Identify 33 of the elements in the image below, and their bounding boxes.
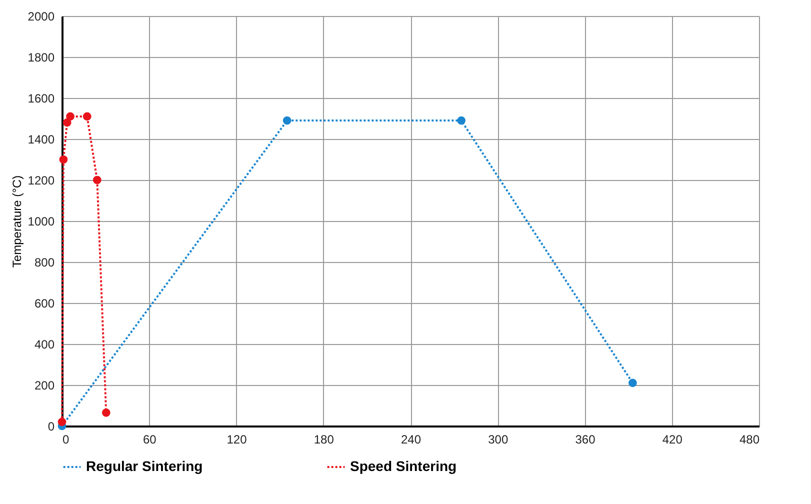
x-tick-label: 60 xyxy=(142,432,157,446)
point xyxy=(58,418,66,426)
y-tick-label: 0 xyxy=(48,420,55,434)
y-tick-label: 600 xyxy=(34,296,55,310)
point xyxy=(102,408,110,417)
x-tick-label: 300 xyxy=(488,432,508,446)
y-tick-label: 800 xyxy=(34,256,55,270)
y-tick-label: 1400 xyxy=(28,132,55,146)
y-tick-label: 400 xyxy=(34,338,55,352)
y-tick-label: 200 xyxy=(34,378,55,392)
y-tick-label: 1000 xyxy=(28,214,55,228)
y-tick-label: 1800 xyxy=(28,50,55,64)
point xyxy=(62,118,72,127)
y-axis-title: Temperature (°C) xyxy=(10,175,24,268)
y-tick-label: 1200 xyxy=(28,174,55,188)
x-tick-label: 180 xyxy=(314,432,334,446)
x-tick-label: 240 xyxy=(400,432,422,446)
point xyxy=(457,116,466,125)
point xyxy=(92,176,102,184)
point xyxy=(66,112,74,121)
point xyxy=(628,378,637,388)
point xyxy=(282,116,292,125)
x-tick-label: 0 xyxy=(62,432,70,446)
legend-label: Speed Sintering xyxy=(350,458,457,474)
x-tick-label: 420 xyxy=(662,432,683,446)
legend-label: Regular Sintering xyxy=(86,458,203,474)
x-tick-label: 360 xyxy=(575,432,596,446)
point xyxy=(59,155,68,164)
x-tick-label: 120 xyxy=(226,432,248,446)
y-tick-label: 2000 xyxy=(28,10,55,24)
y-tick-label: 1600 xyxy=(28,92,55,106)
point xyxy=(82,112,92,121)
x-tick-label: 480 xyxy=(739,432,760,446)
